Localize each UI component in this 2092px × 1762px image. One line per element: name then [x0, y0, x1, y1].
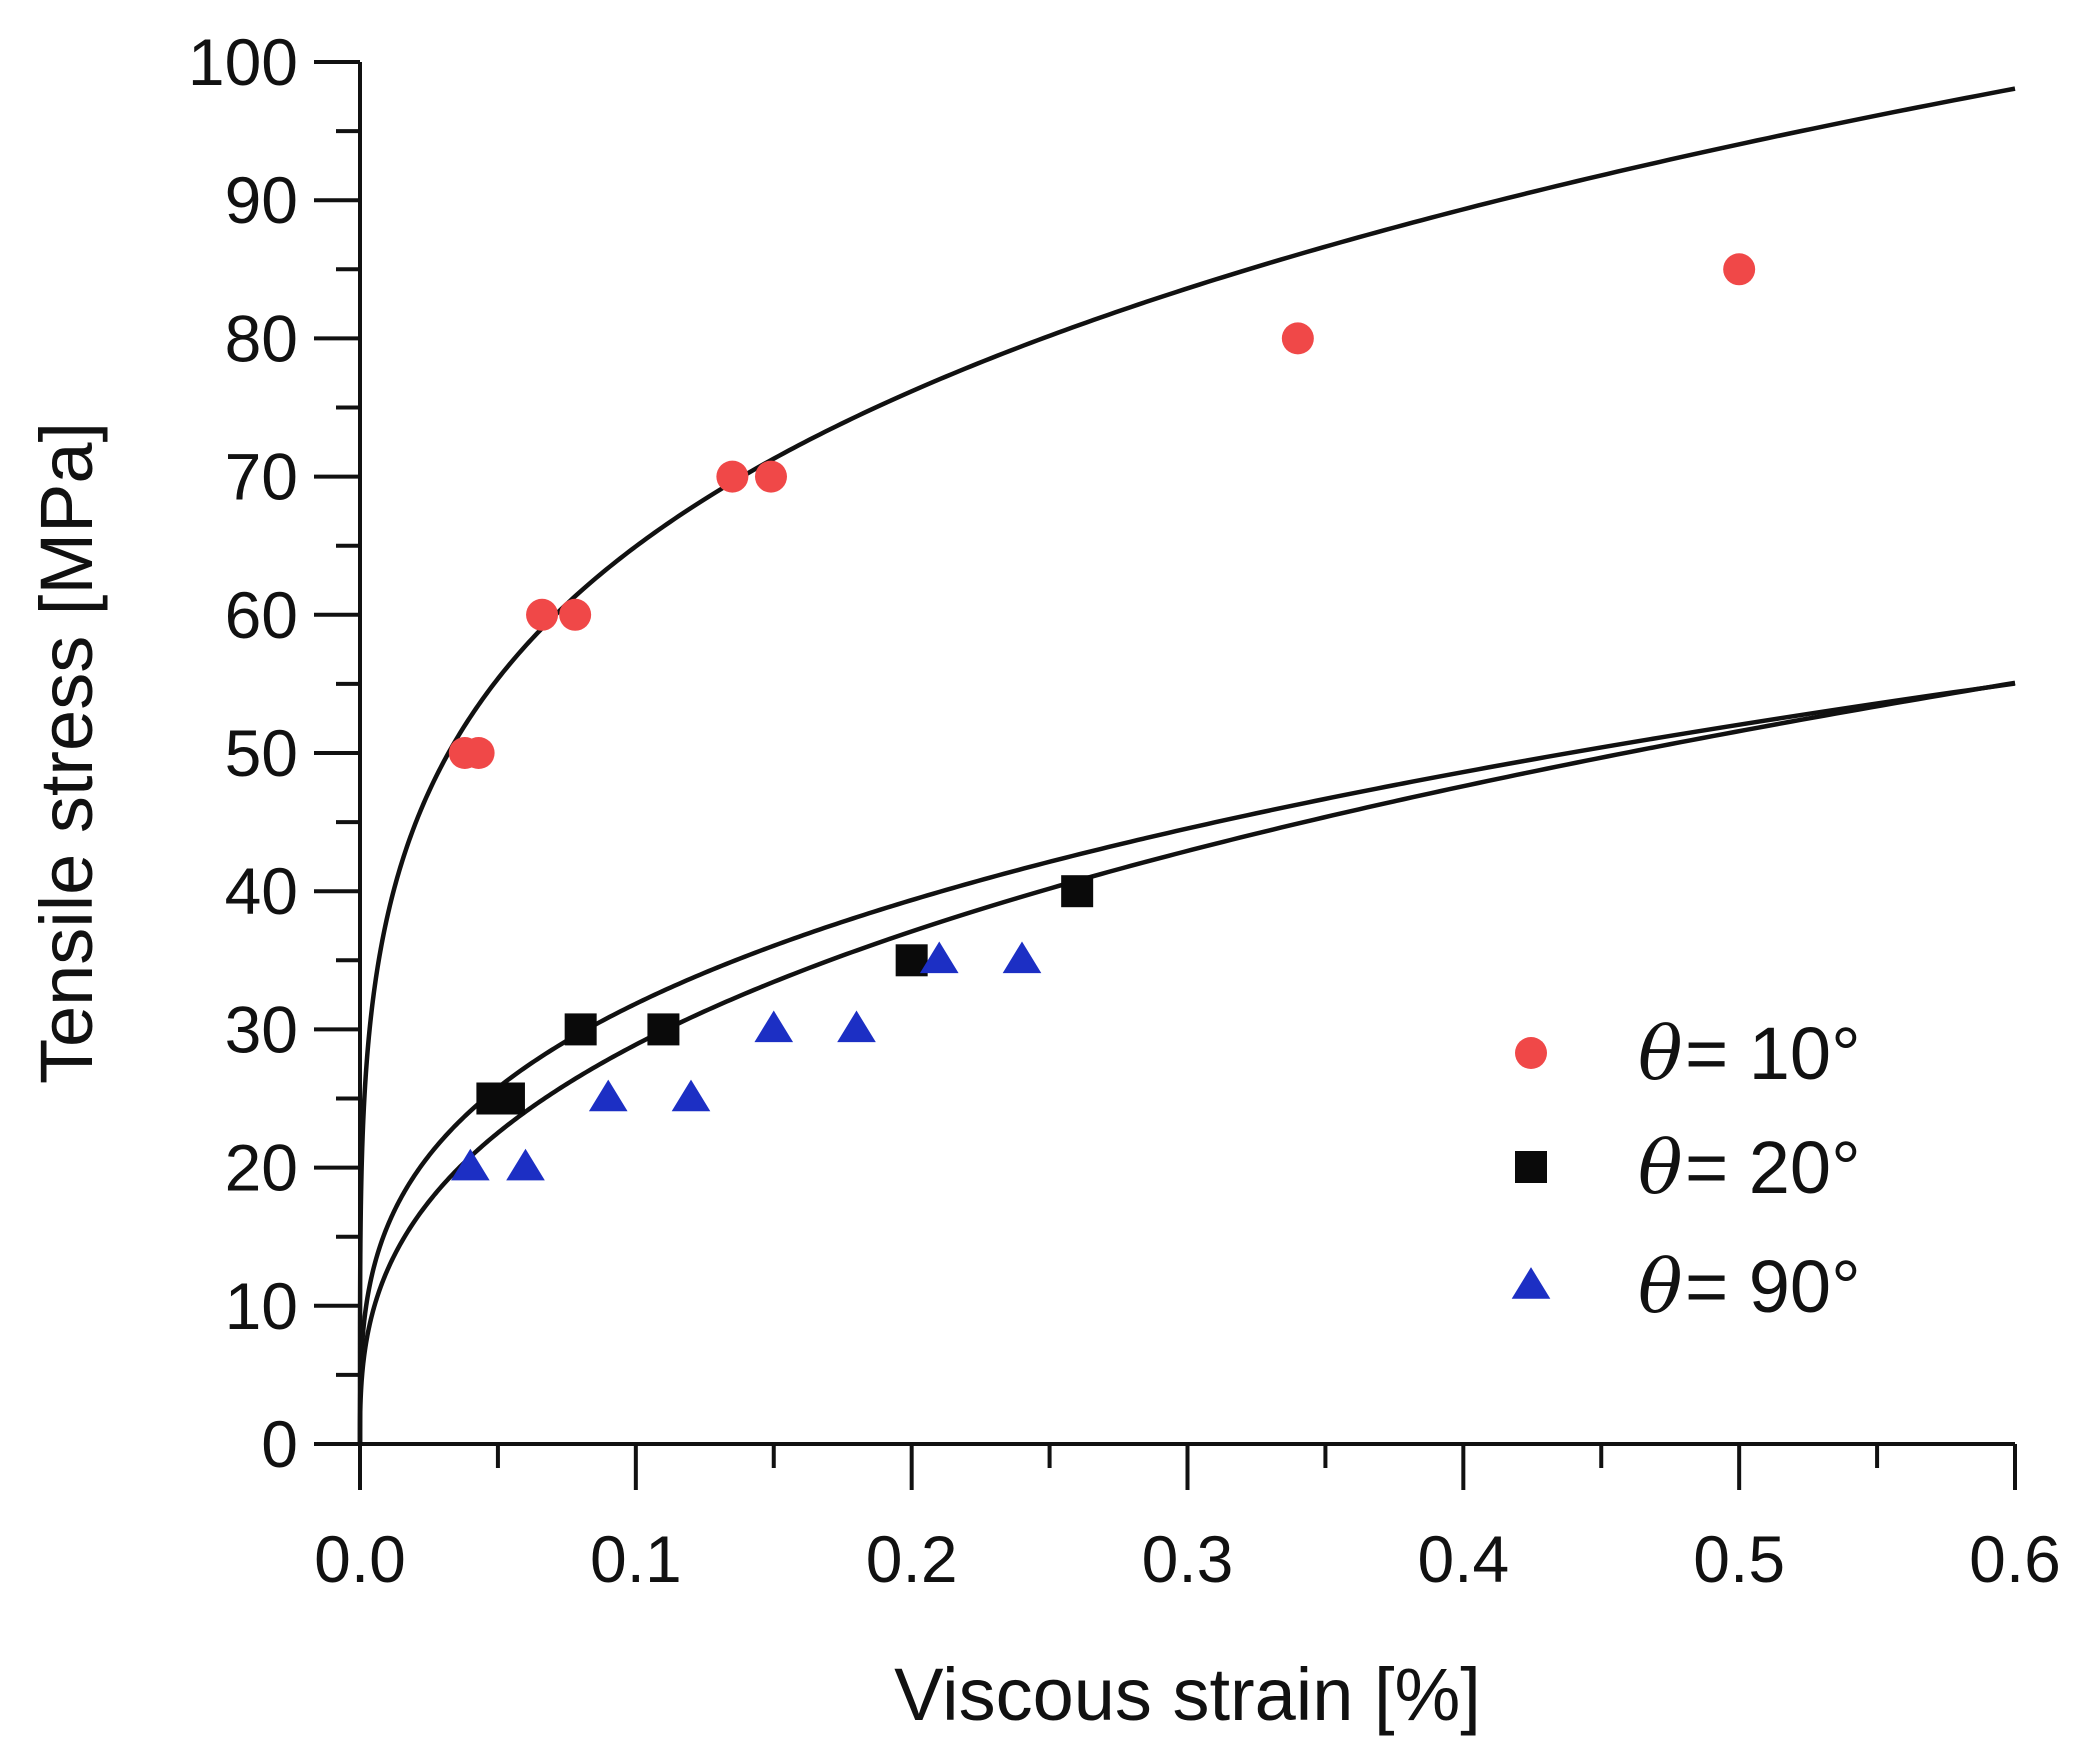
data-point-theta-90 — [1002, 941, 1042, 974]
x-axis-title: Viscous strain [%] — [894, 1653, 1481, 1736]
data-point-theta-90 — [588, 1079, 628, 1112]
legend-theta-symbol: θ — [1638, 1244, 1683, 1330]
y-tick-label: 100 — [188, 25, 298, 99]
data-point-theta-20 — [492, 1082, 525, 1115]
y-tick-label: 10 — [225, 1269, 298, 1343]
data-points — [448, 253, 1756, 1181]
data-point-theta-90 — [919, 941, 959, 974]
x-tick-label: 0.6 — [1969, 1522, 2061, 1596]
legend-item: θ = 10° — [1515, 1011, 1861, 1097]
data-point-theta-90 — [837, 1010, 876, 1043]
legend-theta-symbol: θ — [1638, 1011, 1683, 1097]
y-tick-label: 20 — [225, 1131, 298, 1205]
legend-marker — [1515, 1151, 1547, 1183]
x-tick-label: 0.2 — [866, 1522, 958, 1596]
data-point-theta-90 — [451, 1148, 490, 1181]
legend-item: θ = 90° — [1511, 1244, 1861, 1330]
data-point-theta-10 — [1281, 322, 1314, 355]
legend-label: = 90° — [1685, 1245, 1861, 1328]
axes: 0 10 20 30 40 50 60 70 80 90 100 0.0 0.1 0.2 0.3 0.4 0.5… — [188, 25, 2061, 1596]
data-point-theta-10 — [462, 737, 495, 769]
data-point-theta-20 — [1061, 875, 1094, 908]
y-tick-label: 80 — [225, 301, 298, 375]
y-axis-title: Tensile stress [MPa] — [25, 422, 108, 1084]
data-point-theta-10 — [754, 460, 787, 493]
y-tick-label: 30 — [225, 992, 298, 1066]
data-point-theta-10 — [559, 598, 592, 631]
data-point-theta-90 — [754, 1010, 794, 1043]
y-tick-label: 90 — [225, 163, 298, 237]
data-point-theta-10 — [526, 598, 559, 631]
legend-label: = 10° — [1685, 1012, 1861, 1095]
data-point-theta-10 — [716, 460, 749, 493]
x-tick-label: 0.4 — [1417, 1522, 1509, 1596]
legend-marker — [1511, 1267, 1551, 1299]
y-tick-label: 60 — [225, 578, 298, 652]
fit-curve — [357, 86, 2016, 1444]
data-point-theta-10 — [1723, 253, 1756, 286]
x-tick-label: 0.0 — [314, 1522, 406, 1596]
data-point-theta-20 — [647, 1013, 680, 1046]
y-tick-label: 40 — [225, 854, 298, 928]
legend-theta-symbol: θ — [1638, 1125, 1683, 1211]
x-tick-label: 0.3 — [1142, 1522, 1234, 1596]
y-tick-label: 70 — [225, 440, 298, 514]
fit-curve — [357, 680, 2016, 1444]
y-tick-label: 50 — [225, 716, 298, 790]
data-point-theta-20 — [564, 1013, 597, 1046]
x-tick-label: 0.1 — [590, 1522, 682, 1596]
legend-item: θ = 20° — [1515, 1125, 1861, 1211]
legend-marker — [1515, 1037, 1547, 1069]
x-tick-label: 0.5 — [1693, 1522, 1785, 1596]
fit-curves — [357, 86, 2016, 1444]
legend: θ = 10°θ = 20°θ = 90° — [1511, 1011, 1861, 1330]
data-point-theta-90 — [671, 1079, 711, 1112]
y-tick-label: 0 — [261, 1407, 298, 1481]
data-point-theta-90 — [506, 1148, 545, 1181]
legend-label: = 20° — [1685, 1126, 1861, 1209]
